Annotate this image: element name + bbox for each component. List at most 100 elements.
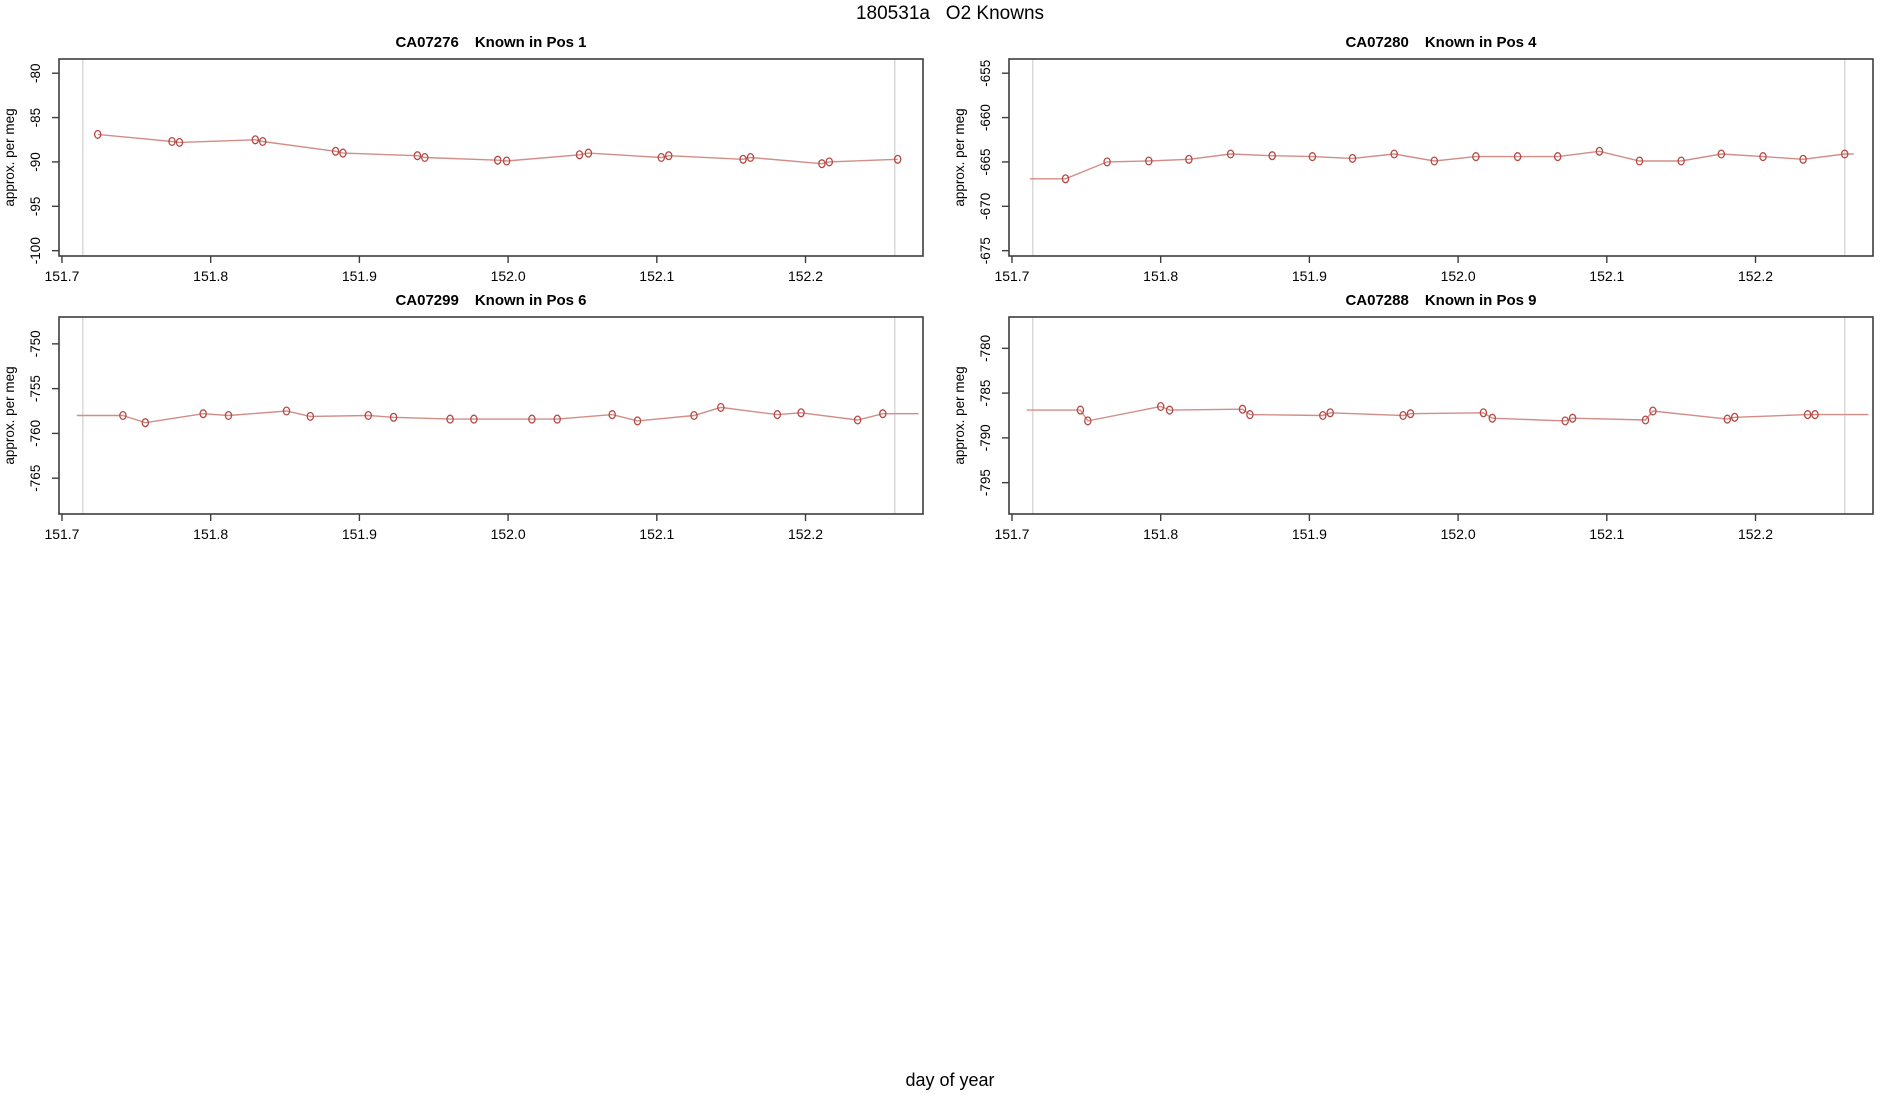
plot-frame xyxy=(1008,58,1874,257)
y-tick-label: -785 xyxy=(978,380,993,407)
y-tick-label: -780 xyxy=(978,335,993,362)
y-tick-label: -85 xyxy=(28,108,43,128)
x-tick-label: 151.7 xyxy=(44,268,79,284)
x-tick-label: 151.9 xyxy=(1292,268,1327,284)
x-tick-label: 151.9 xyxy=(342,526,377,542)
data-point xyxy=(1084,416,1092,426)
y-tick-label: -795 xyxy=(978,469,993,496)
data-point xyxy=(1308,152,1317,162)
data-point xyxy=(1717,149,1726,159)
data-point xyxy=(1635,156,1644,166)
data-line xyxy=(1029,150,1854,180)
y-tick-label: -80 xyxy=(28,63,43,83)
data-point xyxy=(1553,152,1562,162)
data-point xyxy=(446,414,454,424)
panel-title-position: Known in Pos 1 xyxy=(475,34,587,51)
y-tick-label: -655 xyxy=(978,60,993,87)
x-tick-label: 151.8 xyxy=(1143,268,1178,284)
x-tick-label: 152.1 xyxy=(1589,268,1624,284)
data-point xyxy=(1390,149,1398,159)
x-tick-label: 151.8 xyxy=(193,526,228,542)
x-tick-label: 152.1 xyxy=(639,268,674,284)
data-point xyxy=(825,157,834,167)
data-point xyxy=(199,409,207,419)
data-point xyxy=(470,414,478,424)
data-point xyxy=(1472,152,1480,162)
data-point xyxy=(739,154,747,164)
data-point xyxy=(168,136,176,147)
page-title: 180531a O2 Knowns xyxy=(855,3,1045,24)
data-point xyxy=(331,146,340,156)
data-point xyxy=(258,136,267,147)
data-point xyxy=(1649,406,1657,416)
data-point xyxy=(119,410,127,421)
data-point xyxy=(584,148,593,158)
y-tick-label: -660 xyxy=(978,104,993,131)
x-tick-label: 152.2 xyxy=(1738,268,1773,284)
plot-frame xyxy=(1008,316,1874,515)
x-tick-label: 152.0 xyxy=(1441,526,1476,542)
y-tick-label: -95 xyxy=(28,197,43,217)
x-tick-label: 151.8 xyxy=(1143,526,1178,542)
data-point xyxy=(1641,415,1650,425)
data-point xyxy=(717,402,725,412)
y-axis-label: approx. per meg xyxy=(2,366,17,464)
data-point xyxy=(1326,408,1334,418)
panel-title-position: Known in Pos 9 xyxy=(1425,292,1537,309)
plot-frame xyxy=(58,58,924,257)
plot-frame xyxy=(58,316,924,515)
data-line xyxy=(76,406,919,424)
y-tick-label: -755 xyxy=(28,375,43,402)
data-point xyxy=(1268,151,1276,161)
data-point xyxy=(1568,413,1577,423)
data-point xyxy=(1595,146,1604,156)
data-point xyxy=(282,406,291,416)
data-line xyxy=(1026,405,1869,422)
data-point xyxy=(1165,405,1174,415)
panel-title-station: CA07288 xyxy=(1345,292,1408,309)
data-point xyxy=(1226,149,1235,159)
data-point xyxy=(1479,408,1488,418)
data-point xyxy=(879,409,887,419)
data-point xyxy=(608,410,616,420)
data-line xyxy=(97,133,898,165)
data-point xyxy=(1488,413,1497,423)
x-tick-label: 152.2 xyxy=(788,268,823,284)
chart-panel-pos-1: 151.7 151.8 151.9 152.0 152.1 152.2 -80 -85 -90 -… xyxy=(2,34,924,284)
data-point xyxy=(1103,157,1111,167)
panel-title-station: CA07276 xyxy=(395,34,458,51)
y-tick-label: -670 xyxy=(978,193,993,220)
data-point xyxy=(1561,416,1569,426)
panel-title-station: CA07280 xyxy=(1345,34,1408,51)
data-point xyxy=(141,418,150,428)
panel-title: CA07288 Known in Pos 9 xyxy=(1345,292,1536,309)
x-tick-label: 152.1 xyxy=(1589,526,1624,542)
data-point xyxy=(502,156,511,166)
x-tick-label: 152.0 xyxy=(491,526,526,542)
y-tick-label: -90 xyxy=(28,152,43,172)
data-point xyxy=(1156,401,1165,412)
data-point xyxy=(853,415,862,425)
x-tick-label: 151.7 xyxy=(994,526,1029,542)
x-tick-label: 152.2 xyxy=(1738,526,1773,542)
y-axis-label: approx. per meg xyxy=(952,366,967,464)
y-tick-label: -675 xyxy=(978,237,993,264)
data-point xyxy=(1723,414,1732,424)
data-point xyxy=(1348,153,1357,163)
y-tick-label: -100 xyxy=(28,237,43,264)
x-tick-label: 152.0 xyxy=(491,268,526,284)
x-tick-label: 151.8 xyxy=(193,268,228,284)
x-tick-label: 151.7 xyxy=(994,268,1029,284)
data-point xyxy=(224,410,233,421)
data-point xyxy=(797,408,805,418)
data-point xyxy=(1799,154,1807,164)
data-point xyxy=(251,135,260,145)
data-point xyxy=(1840,149,1849,159)
chart-panel-pos-6: 151.7 151.8 151.9 152.0 152.1 152.2 -750 -755 -7… xyxy=(2,292,924,542)
x-tick-label: 151.9 xyxy=(1292,526,1327,542)
x-tick-label: 152.2 xyxy=(788,526,823,542)
data-point xyxy=(1319,410,1327,421)
panel-title: CA07280 Known in Pos 4 xyxy=(1345,34,1537,51)
data-point xyxy=(493,155,502,165)
y-tick-label: -665 xyxy=(978,148,993,175)
